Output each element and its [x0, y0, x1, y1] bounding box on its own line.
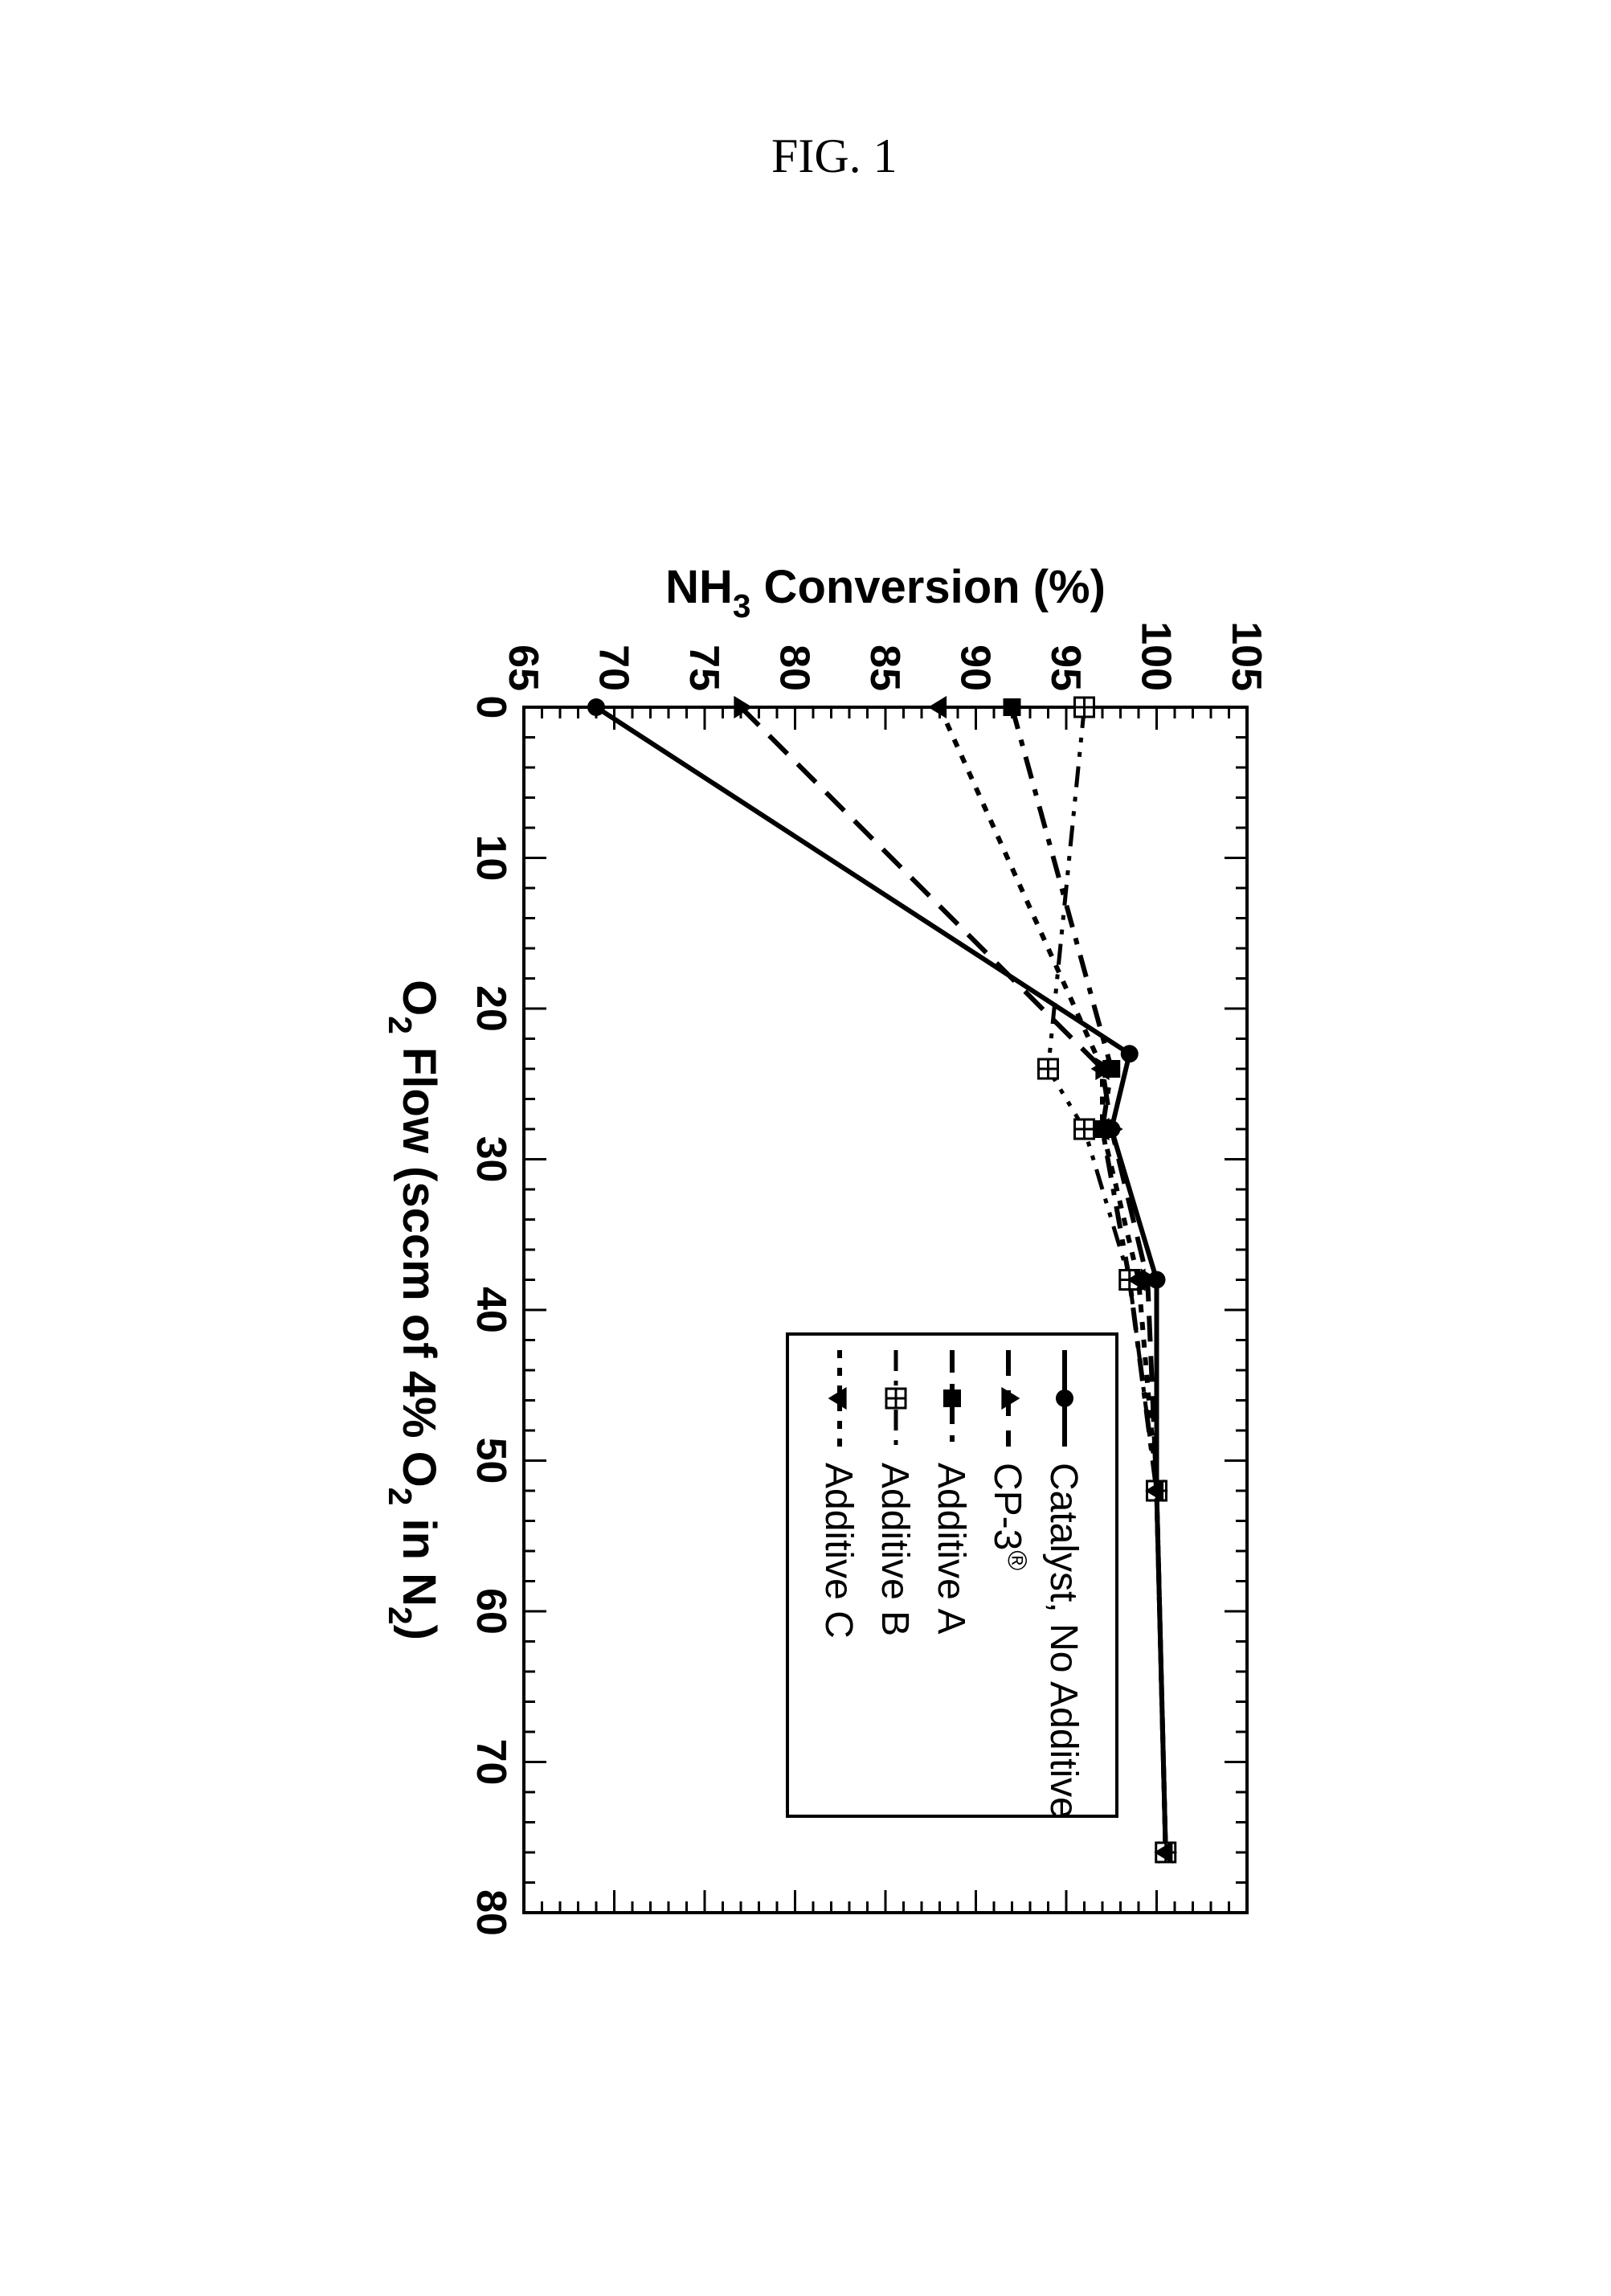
x-tick-label: 80 [468, 1889, 514, 1936]
y-tick-label: 90 [952, 645, 999, 691]
y-tick-label: 75 [681, 645, 727, 691]
x-tick-label: 10 [468, 835, 514, 882]
x-tick-label: 20 [468, 985, 514, 1032]
y-tick-label: 70 [591, 645, 637, 691]
legend-label: Catalyst, No Additive [1042, 1463, 1085, 1819]
y-tick-label: 85 [861, 645, 908, 691]
x-tick-label: 50 [468, 1438, 514, 1484]
x-tick-label: 0 [468, 696, 514, 719]
legend-label: Additive A [930, 1463, 972, 1634]
y-tick-label: 95 [1042, 645, 1089, 691]
x-tick-label: 70 [468, 1739, 514, 1786]
x-tick-label: 60 [468, 1588, 514, 1635]
legend: Catalyst, No AdditiveCP-3®Additive AAddi… [787, 1334, 1117, 1819]
x-tick-label: 30 [468, 1136, 514, 1183]
chart-container: 0102030405060708065707580859095100105O2 … [299, 546, 1311, 1993]
y-tick-label: 80 [771, 645, 818, 691]
legend-label: Additive C [817, 1463, 860, 1639]
figure-label: FIG. 1 [771, 129, 897, 184]
legend-label: Additive B [873, 1463, 916, 1636]
y-tick-label: 105 [1223, 621, 1270, 691]
page: FIG. 1 0 10 20 30 40 50 60 70 80 65 70 75 80 85 90 95 10… [0, 0, 1611, 2296]
x-tick-label: 40 [468, 1287, 514, 1333]
y-tick-label: 100 [1133, 621, 1180, 691]
line-chart: 0102030405060708065707580859095100105O2 … [299, 546, 1311, 1993]
y-tick-label: 65 [500, 645, 546, 691]
